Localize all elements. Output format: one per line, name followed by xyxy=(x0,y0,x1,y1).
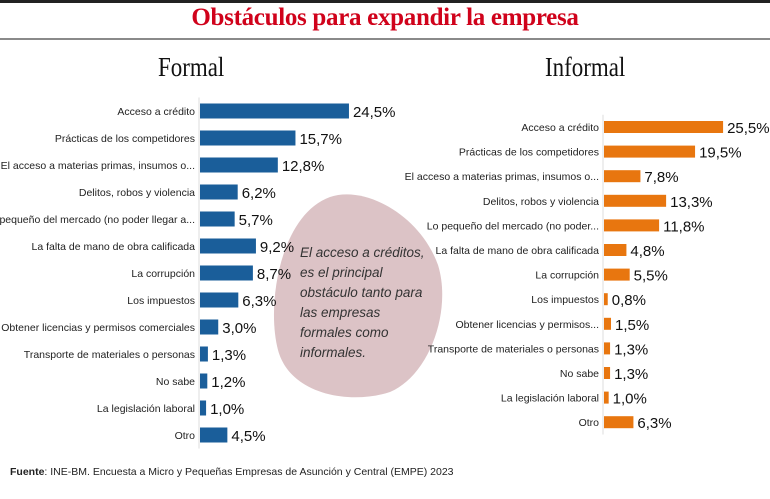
informal-chart: Acceso a crédito 25,5% Prácticas de los co… xyxy=(405,114,770,435)
data-label: 4,8% xyxy=(630,243,664,260)
bar xyxy=(200,427,228,443)
data-label: 1,3% xyxy=(212,347,246,364)
category-label: La corrupción xyxy=(535,270,599,282)
annotation-line: es el principal xyxy=(300,265,384,280)
data-label: 4,5% xyxy=(231,428,265,445)
data-label: 1,5% xyxy=(615,317,649,334)
category-label: Obtener licencias y permisos comerciales xyxy=(1,322,195,334)
formal-chart-title: Formal xyxy=(158,52,225,82)
category-label: Delitos, robos y violencia xyxy=(483,196,599,208)
bar xyxy=(200,346,208,362)
source-footer: Fuente: INE-BM. Encuesta a Micro y Peque… xyxy=(10,466,454,478)
bar xyxy=(604,416,634,429)
category-label: Prácticas de los competidores xyxy=(55,133,195,145)
category-label: No sabe xyxy=(156,376,195,388)
category-label: El acceso a materias primas, insumos o..… xyxy=(1,160,195,172)
data-label: 1,2% xyxy=(211,374,245,391)
bar xyxy=(604,170,641,183)
source-label: Fuente xyxy=(10,466,45,478)
annotation-line: El acceso a créditos, xyxy=(300,245,425,260)
bar xyxy=(604,268,630,281)
bar xyxy=(200,157,278,173)
informal-chart-title: Informal xyxy=(545,52,626,82)
data-label: 25,5% xyxy=(727,120,770,137)
category-label: La legislación laboral xyxy=(97,403,195,415)
category-label: Los impuestos xyxy=(531,294,599,306)
category-label: Acceso a crédito xyxy=(521,122,599,134)
category-label: Transporte de materiales o personas xyxy=(428,343,599,355)
bar xyxy=(200,211,235,227)
bar xyxy=(200,373,208,389)
data-label: 7,8% xyxy=(644,169,678,186)
data-label: 1,3% xyxy=(614,366,648,383)
data-label: 1,3% xyxy=(614,341,648,358)
data-label: 19,5% xyxy=(699,145,742,162)
bar xyxy=(604,293,608,306)
data-label: 24,5% xyxy=(353,104,396,121)
bar xyxy=(200,400,207,416)
bar xyxy=(604,121,724,133)
category-label: Lo pequeño del mercado (no poder llegar … xyxy=(0,214,195,226)
data-label: 1,0% xyxy=(210,401,244,418)
data-label: 5,5% xyxy=(634,268,668,285)
formal-chart: Acceso a crédito 24,5% Prácticas de los co… xyxy=(0,97,396,449)
data-label: 6,3% xyxy=(637,415,671,432)
annotation-blob xyxy=(273,194,443,398)
bar xyxy=(200,238,256,254)
data-label: 3,0% xyxy=(222,320,256,337)
category-label: Acceso a crédito xyxy=(117,106,195,118)
data-label: 0,8% xyxy=(612,292,646,309)
category-label: Otro xyxy=(175,430,196,442)
data-label: 6,3% xyxy=(242,293,276,310)
category-label: La falta de mano de obra calificada xyxy=(32,241,196,253)
bar xyxy=(200,292,239,308)
data-label: 9,2% xyxy=(260,239,294,256)
bar xyxy=(604,244,627,256)
top-border xyxy=(0,0,770,3)
bar xyxy=(200,130,296,146)
data-label: 8,7% xyxy=(257,266,291,283)
data-label: 11,8% xyxy=(663,218,704,235)
data-label: 5,7% xyxy=(239,212,273,229)
bar xyxy=(604,145,696,158)
category-label: Lo pequeño del mercado (no poder... xyxy=(427,220,599,232)
bar xyxy=(200,319,219,335)
category-label: Obtener licencias y permisos... xyxy=(455,319,599,331)
category-label: La falta de mano de obra calificada xyxy=(436,245,600,257)
category-label: El acceso a materias primas, insumos o..… xyxy=(405,171,599,183)
category-label: Los impuestos xyxy=(127,295,195,307)
bar xyxy=(604,194,667,207)
bar xyxy=(604,342,611,355)
category-label: La corrupción xyxy=(131,268,195,280)
bar xyxy=(200,184,238,200)
annotation-line: obstáculo tanto para xyxy=(300,285,423,300)
page-title: Obstáculos para expandir la empresa xyxy=(191,4,579,31)
data-label: 15,7% xyxy=(299,131,342,148)
bar xyxy=(604,219,660,232)
data-label: 1,0% xyxy=(613,391,647,408)
data-label: 12,8% xyxy=(282,158,325,175)
category-label: La legislación laboral xyxy=(501,393,599,405)
category-label: Prácticas de los competidores xyxy=(459,147,599,159)
bar xyxy=(604,317,612,330)
source-text: : INE-BM. Encuesta a Micro y Pequeñas Em… xyxy=(44,466,454,478)
data-label: 6,2% xyxy=(242,185,276,202)
category-label: Transporte de materiales o personas xyxy=(24,349,195,361)
annotation-line: las empresas xyxy=(300,305,381,320)
bar xyxy=(200,103,349,119)
category-label: No sabe xyxy=(560,368,599,380)
title-divider xyxy=(0,38,770,40)
annotation-line: formales como xyxy=(300,325,389,340)
annotation-line: informales. xyxy=(300,345,366,360)
bar xyxy=(604,391,609,404)
bar xyxy=(200,265,253,281)
category-label: Otro xyxy=(579,417,600,429)
data-label: 13,3% xyxy=(670,194,713,211)
category-label: Delitos, robos y violencia xyxy=(79,187,195,199)
bar xyxy=(604,367,611,379)
